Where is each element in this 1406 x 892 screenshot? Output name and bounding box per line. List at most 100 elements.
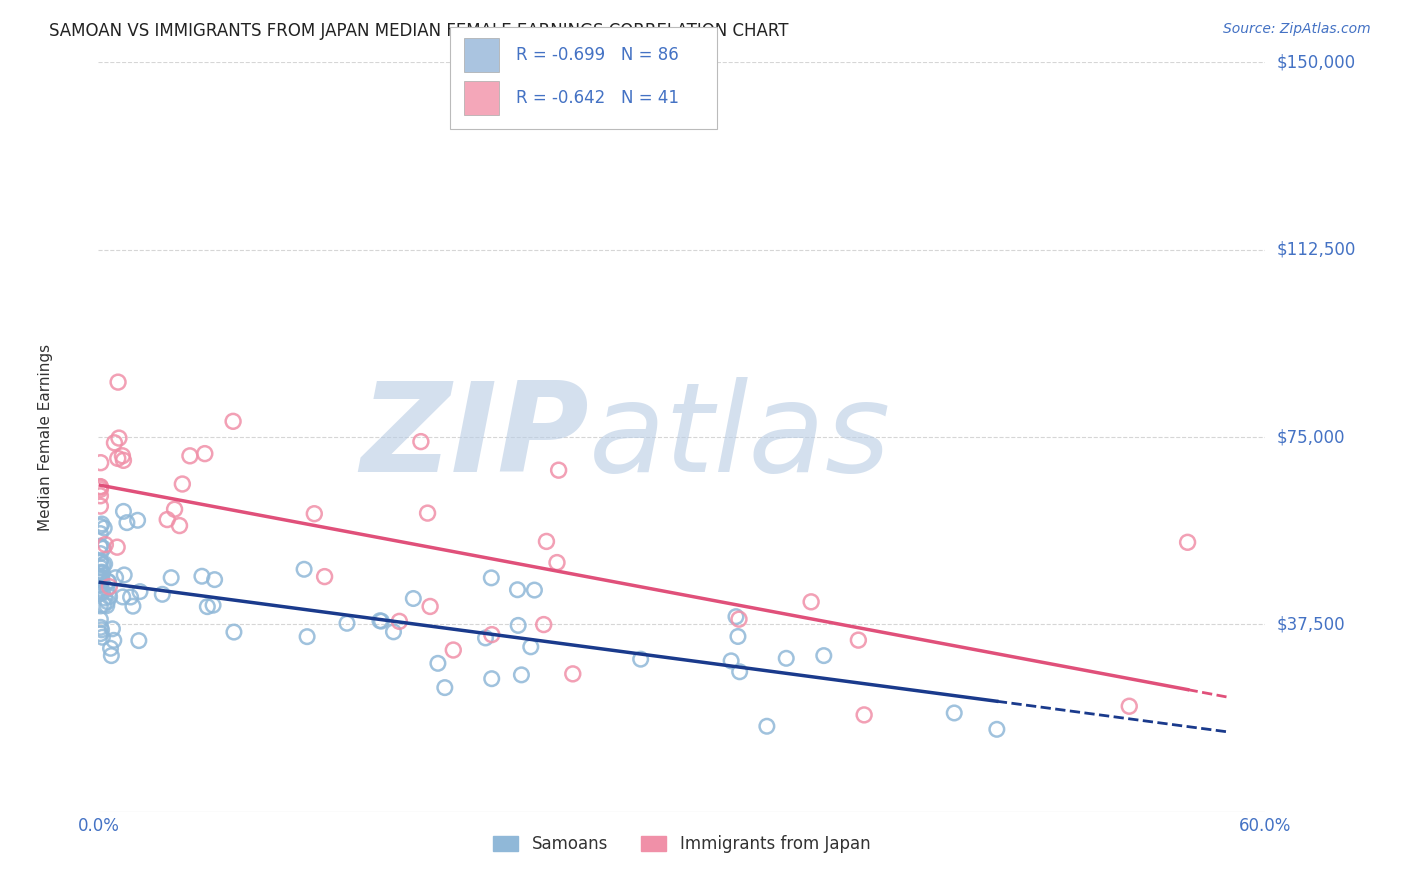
Point — [520, 640, 543, 654]
Point — [89, 575, 111, 590]
Point — [169, 518, 191, 533]
Point — [100, 648, 122, 663]
Point — [853, 707, 876, 722]
Point — [370, 614, 392, 628]
Point — [481, 672, 503, 686]
Point — [813, 648, 835, 663]
Point — [98, 590, 121, 604]
Point — [104, 571, 127, 585]
Point — [222, 414, 245, 428]
Point — [336, 616, 359, 631]
Point — [179, 449, 201, 463]
Point — [89, 480, 111, 494]
Text: atlas: atlas — [589, 376, 890, 498]
Point — [112, 504, 135, 518]
Point — [409, 434, 432, 449]
Point — [546, 556, 568, 570]
Point — [89, 483, 111, 497]
Point — [426, 657, 449, 671]
Point — [90, 570, 112, 584]
Point — [943, 706, 966, 720]
Point — [89, 569, 111, 583]
Point — [727, 630, 749, 644]
Point — [122, 599, 145, 614]
Text: Median Female Earnings: Median Female Earnings — [38, 343, 53, 531]
Point — [388, 615, 411, 629]
Point — [89, 566, 111, 580]
Point — [433, 681, 456, 695]
Point — [89, 555, 111, 569]
Point — [89, 599, 111, 613]
Point — [89, 540, 111, 554]
Point — [89, 547, 111, 561]
Text: $150,000: $150,000 — [1277, 54, 1355, 71]
Point — [314, 569, 336, 583]
Point — [1118, 699, 1140, 714]
Point — [97, 574, 120, 589]
Point — [419, 599, 441, 614]
Text: $37,500: $37,500 — [1277, 615, 1346, 633]
Point — [100, 641, 122, 656]
Point — [547, 463, 569, 477]
Point — [382, 624, 405, 639]
Point — [111, 590, 134, 604]
Point — [129, 584, 152, 599]
Point — [89, 578, 111, 592]
Point — [89, 554, 111, 568]
Point — [368, 614, 391, 628]
Point — [115, 516, 138, 530]
Point — [97, 574, 120, 589]
Text: SAMOAN VS IMMIGRANTS FROM JAPAN MEDIAN FEMALE EARNINGS CORRELATION CHART: SAMOAN VS IMMIGRANTS FROM JAPAN MEDIAN F… — [49, 22, 789, 40]
Point — [89, 626, 111, 640]
Point — [508, 618, 530, 632]
Point — [1177, 535, 1199, 549]
Text: $112,500: $112,500 — [1277, 241, 1355, 259]
Point — [156, 512, 179, 526]
Point — [986, 723, 1008, 737]
Point — [536, 534, 558, 549]
Point — [506, 582, 529, 597]
Point — [160, 571, 183, 585]
Point — [728, 612, 751, 626]
Point — [89, 526, 111, 541]
Text: $75,000: $75,000 — [1277, 428, 1346, 446]
Point — [107, 375, 129, 389]
Point — [93, 591, 115, 605]
Point — [91, 630, 114, 644]
Point — [441, 643, 464, 657]
Point — [107, 451, 129, 466]
Point — [523, 583, 546, 598]
Text: R = -0.699   N = 86: R = -0.699 N = 86 — [516, 46, 679, 64]
Point — [202, 598, 225, 612]
Point — [561, 666, 583, 681]
Point — [755, 719, 778, 733]
Point — [111, 449, 134, 463]
Point — [96, 599, 118, 613]
Point — [89, 573, 111, 587]
Point — [91, 566, 114, 580]
Point — [103, 633, 125, 648]
Point — [728, 665, 751, 679]
Point — [90, 620, 112, 634]
Point — [775, 651, 797, 665]
Point — [194, 447, 217, 461]
Point — [402, 591, 425, 606]
Point — [295, 630, 318, 644]
Point — [96, 594, 118, 608]
Text: Source: ZipAtlas.com: Source: ZipAtlas.com — [1223, 22, 1371, 37]
Point — [90, 565, 112, 579]
Point — [91, 584, 114, 599]
Point — [89, 582, 111, 596]
Point — [93, 598, 115, 612]
Point — [89, 560, 111, 574]
Point — [90, 456, 112, 470]
Point — [724, 609, 747, 624]
Point — [96, 582, 118, 597]
Text: ZIP: ZIP — [360, 376, 589, 498]
Point — [103, 435, 125, 450]
Point — [416, 506, 439, 520]
Point — [91, 558, 114, 572]
Point — [172, 477, 194, 491]
Legend: Samoans, Immigrants from Japan: Samoans, Immigrants from Japan — [486, 829, 877, 860]
Point — [720, 654, 742, 668]
